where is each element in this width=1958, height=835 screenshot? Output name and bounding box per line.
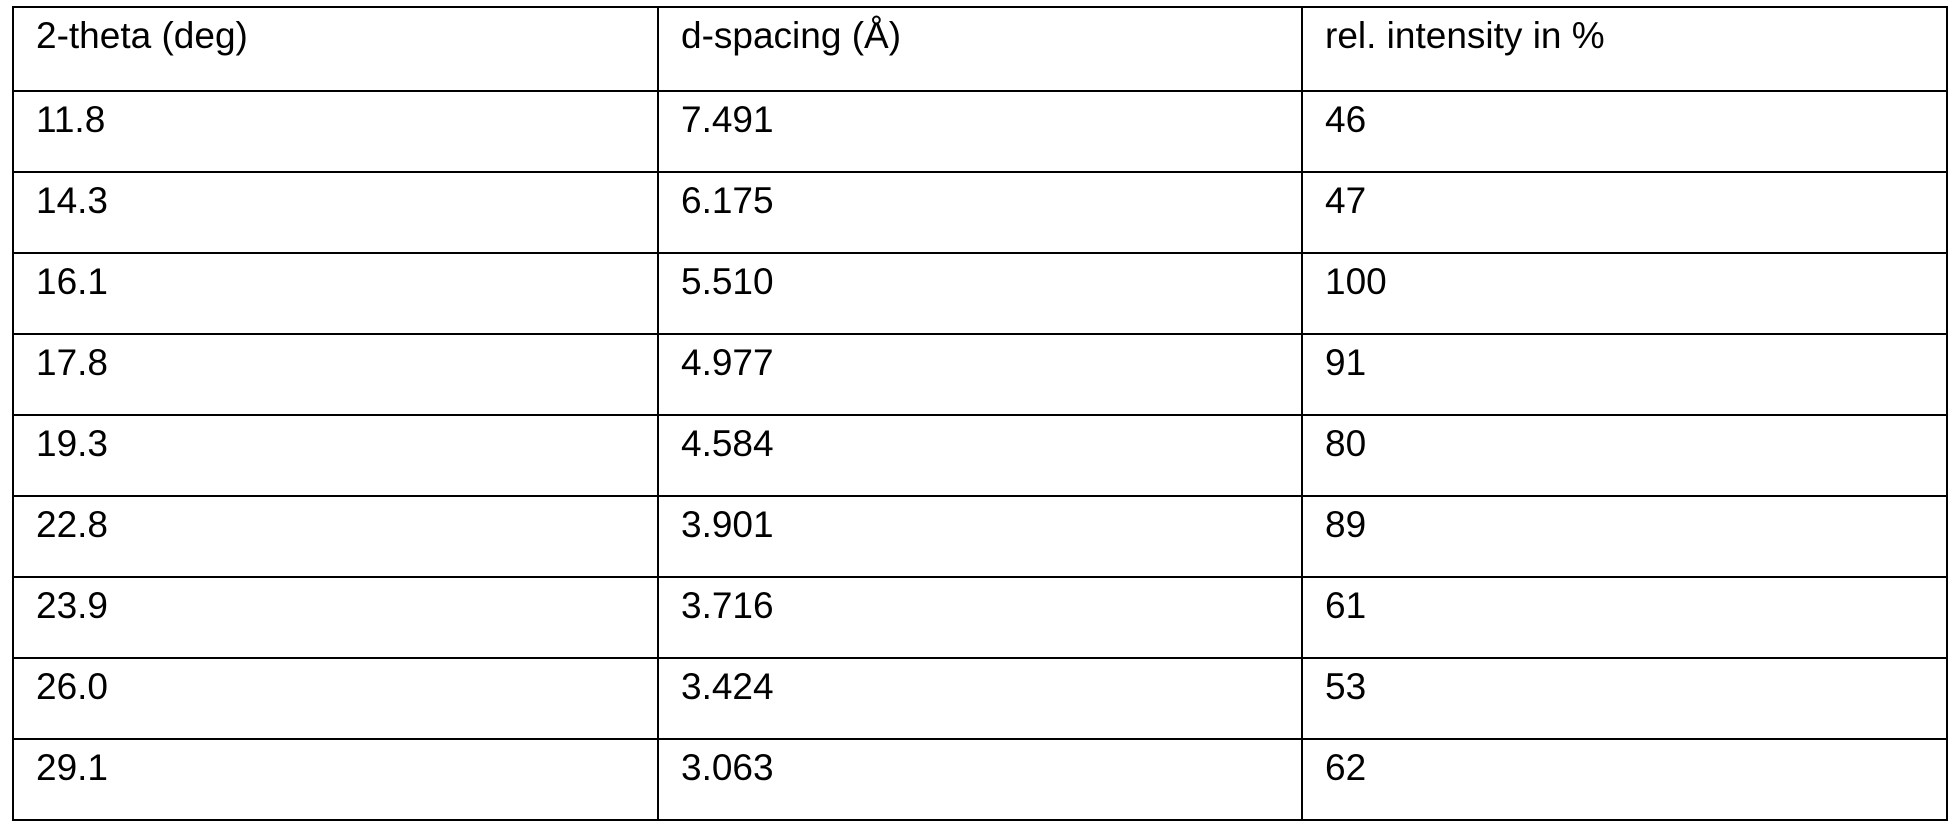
data-cell: 6.175 bbox=[658, 172, 1302, 253]
data-cell: 47 bbox=[1302, 172, 1947, 253]
data-cell: 4.584 bbox=[658, 415, 1302, 496]
data-cell: 89 bbox=[1302, 496, 1947, 577]
data-cell: 91 bbox=[1302, 334, 1947, 415]
data-table: 2-theta (deg)d-spacing (Å)rel. intensity… bbox=[12, 6, 1948, 821]
data-row: 14.36.17547 bbox=[13, 172, 1947, 253]
data-cell: 26.0 bbox=[13, 658, 658, 739]
data-cell: 3.063 bbox=[658, 739, 1302, 820]
data-row: 17.84.97791 bbox=[13, 334, 1947, 415]
data-row: 16.15.510100 bbox=[13, 253, 1947, 334]
data-cell: 3.424 bbox=[658, 658, 1302, 739]
data-cell: 53 bbox=[1302, 658, 1947, 739]
data-cell: 80 bbox=[1302, 415, 1947, 496]
data-cell: 19.3 bbox=[13, 415, 658, 496]
data-row: 23.93.71661 bbox=[13, 577, 1947, 658]
data-row: 22.83.90189 bbox=[13, 496, 1947, 577]
data-row: 26.03.42453 bbox=[13, 658, 1947, 739]
data-cell: 62 bbox=[1302, 739, 1947, 820]
data-cell: 3.901 bbox=[658, 496, 1302, 577]
header-cell: rel. intensity in % bbox=[1302, 7, 1947, 91]
data-cell: 14.3 bbox=[13, 172, 658, 253]
data-row: 19.34.58480 bbox=[13, 415, 1947, 496]
data-cell: 46 bbox=[1302, 91, 1947, 172]
data-row: 11.87.49146 bbox=[13, 91, 1947, 172]
data-cell: 16.1 bbox=[13, 253, 658, 334]
data-cell: 4.977 bbox=[658, 334, 1302, 415]
data-cell: 17.8 bbox=[13, 334, 658, 415]
data-row: 29.13.06362 bbox=[13, 739, 1947, 820]
data-cell: 22.8 bbox=[13, 496, 658, 577]
header-cell: 2-theta (deg) bbox=[13, 7, 658, 91]
data-cell: 100 bbox=[1302, 253, 1947, 334]
data-cell: 5.510 bbox=[658, 253, 1302, 334]
data-cell: 61 bbox=[1302, 577, 1947, 658]
header-cell: d-spacing (Å) bbox=[658, 7, 1302, 91]
data-cell: 11.8 bbox=[13, 91, 658, 172]
data-cell: 23.9 bbox=[13, 577, 658, 658]
data-cell: 29.1 bbox=[13, 739, 658, 820]
header-row: 2-theta (deg)d-spacing (Å)rel. intensity… bbox=[13, 7, 1947, 91]
data-cell: 3.716 bbox=[658, 577, 1302, 658]
data-cell: 7.491 bbox=[658, 91, 1302, 172]
